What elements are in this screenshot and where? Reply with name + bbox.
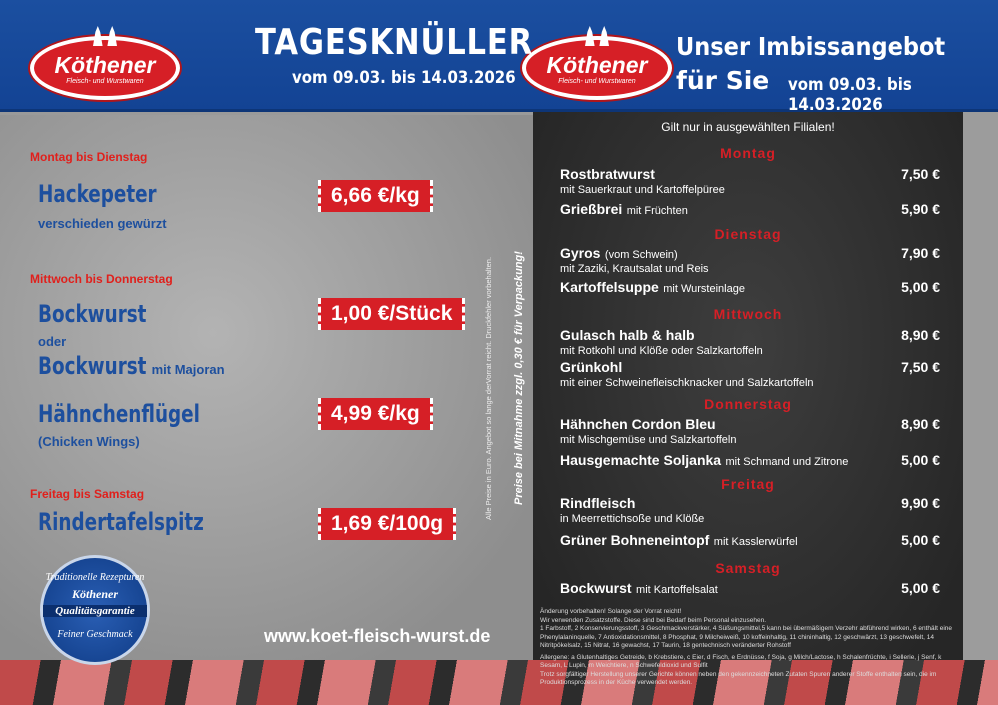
- menu-item-name: Hähnchen Cordon Bleu: [560, 416, 716, 432]
- logo-sub: Fleisch- und Wurstwaren: [558, 78, 636, 85]
- menu-item: Grüner Bohneneintopf mit Kasslerwürfel 5,…: [560, 532, 940, 550]
- menu-day: Mittwoch: [713, 306, 783, 322]
- page-title: TAGESKNÜLLER: [255, 22, 534, 63]
- menu-item-price: 8,90 €: [901, 416, 940, 432]
- footnote: 1 Farbstoff, 2 Konservierungsstoff, 3 Ge…: [540, 625, 953, 649]
- menu-item-price: 5,00 €: [901, 580, 940, 596]
- menu-item-sub: in Meerrettichsoße und Klöße: [560, 513, 705, 525]
- offer-price: 1,69 €/100g: [318, 508, 457, 540]
- menu-item: Grießbrei mit Früchten 5,90 €: [560, 201, 940, 219]
- offer-price: 4,99 €/kg: [318, 398, 433, 430]
- menu-item-name: Bockwurst: [560, 580, 632, 596]
- offer-name: Rindertafelspitz: [38, 508, 204, 536]
- menu-item-name: Rindfleisch: [560, 495, 636, 511]
- menu-item-sub: mit Rotkohl und Klöße oder Salzkartoffel…: [560, 345, 763, 357]
- meat-image-strip: [0, 660, 998, 705]
- offer-price: 6,66 €/kg: [318, 180, 433, 212]
- menu-day: Montag: [720, 145, 776, 161]
- menu-day: Freitag: [721, 476, 775, 492]
- menu-item-name: Gyros: [560, 245, 601, 261]
- menu-item-price: 5,90 €: [901, 201, 940, 217]
- offer-days: Montag bis Dienstag: [30, 150, 148, 164]
- menu-note: Gilt nur in ausgewählten Filialen!: [661, 120, 835, 134]
- menu-item-sub: mit Sauerkraut und Kartoffelpüree: [560, 184, 725, 196]
- footnotes: Änderung vorbehalten! Solange der Vorrat…: [540, 608, 955, 688]
- menu-date-range: vom 09.03. bis 14.03.2026: [788, 75, 912, 115]
- logo: Köthener Fleisch- und Wurstwaren: [30, 26, 180, 100]
- menu-item: Grünkohl mit einer Schweinefleischknacke…: [560, 359, 940, 389]
- menu-item-sub: mit Mischgemüse und Salzkartoffeln: [560, 434, 737, 446]
- menu-item-name: Hausgemachte Soljanka: [560, 452, 722, 468]
- website-link[interactable]: www.koet-fleisch-wurst.de: [264, 626, 491, 646]
- offer-name-2: Bockwurst mit Majoran: [38, 352, 225, 380]
- footnote: Trotz sorgfältiger Herstellung unserer G…: [540, 670, 937, 687]
- menu-day: Dienstag: [714, 226, 782, 242]
- menu-board: [533, 112, 963, 687]
- offer-extra: mit Majoran: [151, 362, 225, 377]
- menu-day: Donnerstag: [704, 396, 792, 412]
- menu-item: Gulasch halb & halb mit Rotkohl und Klöß…: [560, 327, 940, 357]
- footnote: Änderung vorbehalten! Solange der Vorrat…: [540, 608, 682, 615]
- menu-item-price: 5,00 €: [901, 452, 940, 468]
- menu-item-extra: mit Wursteinlage: [663, 283, 745, 295]
- logo-name: Köthener: [546, 52, 648, 78]
- packaging-note: Preise bei Mitnahme zzgl. 0,30 € für Ver…: [513, 251, 525, 505]
- offer-name: Hähnchenflügel: [38, 400, 200, 428]
- menu-item-price: 7,50 €: [901, 166, 940, 182]
- menu-item: Hausgemachte Soljanka mit Schmand und Zi…: [560, 452, 940, 470]
- menu-item-extra: mit Kartoffelsalat: [636, 584, 718, 596]
- menu-item-name: Grüner Bohneneintopf: [560, 532, 710, 548]
- menu-item-extra: (vom Schwein): [604, 249, 678, 261]
- menu-item-price: 5,00 €: [901, 279, 940, 295]
- menu-item-extra: mit Schmand und Zitrone: [725, 456, 849, 468]
- menu-item-price: 7,50 €: [901, 359, 940, 375]
- menu-item: Rindfleisch in Meerrettichsoße und Klöße…: [560, 495, 940, 525]
- footnote: Wir verwenden Zusatzstoffe. Diese sind b…: [540, 616, 767, 624]
- badge-quality: Qualitätsgarantie: [43, 605, 147, 617]
- menu-item-price: 5,00 €: [901, 532, 940, 548]
- right-margin: [963, 112, 998, 672]
- offer-days: Freitag bis Samstag: [30, 487, 145, 501]
- menu-title: Unser Imbissangebot: [676, 32, 946, 61]
- menu-item: Bockwurst mit Kartoffelsalat 5,00 €: [560, 580, 940, 598]
- menu-item-name: Rostbratwurst: [560, 166, 655, 182]
- menu-day: Samstag: [715, 560, 781, 576]
- menu-item-name: Grünkohl: [560, 359, 623, 375]
- offer-name: Hackepeter: [38, 180, 157, 208]
- offer-name: Bockwurst: [38, 300, 147, 328]
- logo-name: Köthener: [54, 52, 156, 78]
- date-range: vom 09.03. bis 14.03.2026: [292, 68, 516, 88]
- logo-oval: [30, 36, 180, 100]
- menu-item-name: Gulasch halb & halb: [560, 327, 695, 343]
- offer-days: Mittwoch bis Donnerstag: [30, 272, 173, 286]
- offer-sub: (Chicken Wings): [38, 434, 140, 449]
- menu-item: Gyros (vom Schwein) mit Zaziki, Krautsala…: [560, 245, 940, 275]
- menu-item-sub: mit Zaziki, Krautsalat und Reis: [560, 263, 709, 275]
- quality-badge: Traditionelle Rezepturen Köthener Qualit…: [40, 555, 150, 665]
- menu-item-name: Grießbrei: [560, 201, 623, 217]
- menu-item-price: 9,90 €: [901, 495, 940, 511]
- price-note: Alle Preise in Euro. Angebot so lange de…: [484, 256, 493, 520]
- offer-name: Bockwurst: [38, 352, 147, 380]
- offer-or: oder: [38, 334, 67, 349]
- offer-price: 1,00 €/Stück: [318, 298, 466, 330]
- logo: Köthener Fleisch- und Wurstwaren: [522, 26, 672, 100]
- menu-item: Rostbratwurst mit Sauerkraut und Kartoff…: [560, 166, 940, 196]
- badge-brand: Köthener: [71, 587, 118, 601]
- menu-item-extra: mit Früchten: [626, 205, 688, 217]
- menu-title-2: für Sie: [676, 66, 770, 95]
- logo-sub: Fleisch- und Wurstwaren: [66, 78, 144, 85]
- logo-oval: [522, 36, 672, 100]
- menu-item: Kartoffelsuppe mit Wursteinlage 5,00 €: [560, 279, 940, 297]
- menu-item-price: 8,90 €: [901, 327, 940, 343]
- badge-bottom: Feiner Geschmack: [57, 629, 133, 640]
- footnote: Allergene: a Glutenhaltiges Getreide, b …: [540, 653, 942, 670]
- menu-item-name: Kartoffelsuppe: [560, 279, 659, 295]
- menu-item-sub: mit einer Schweinefleischknacker und Sal…: [560, 377, 814, 389]
- offer-sub: verschieden gewürzt: [38, 216, 167, 231]
- menu-item-price: 7,90 €: [901, 245, 940, 261]
- menu-item: Hähnchen Cordon Bleu mit Mischgemüse und…: [560, 416, 940, 446]
- menu-item-extra: mit Kasslerwürfel: [713, 536, 798, 548]
- badge-top: Traditionelle Rezepturen: [45, 572, 145, 583]
